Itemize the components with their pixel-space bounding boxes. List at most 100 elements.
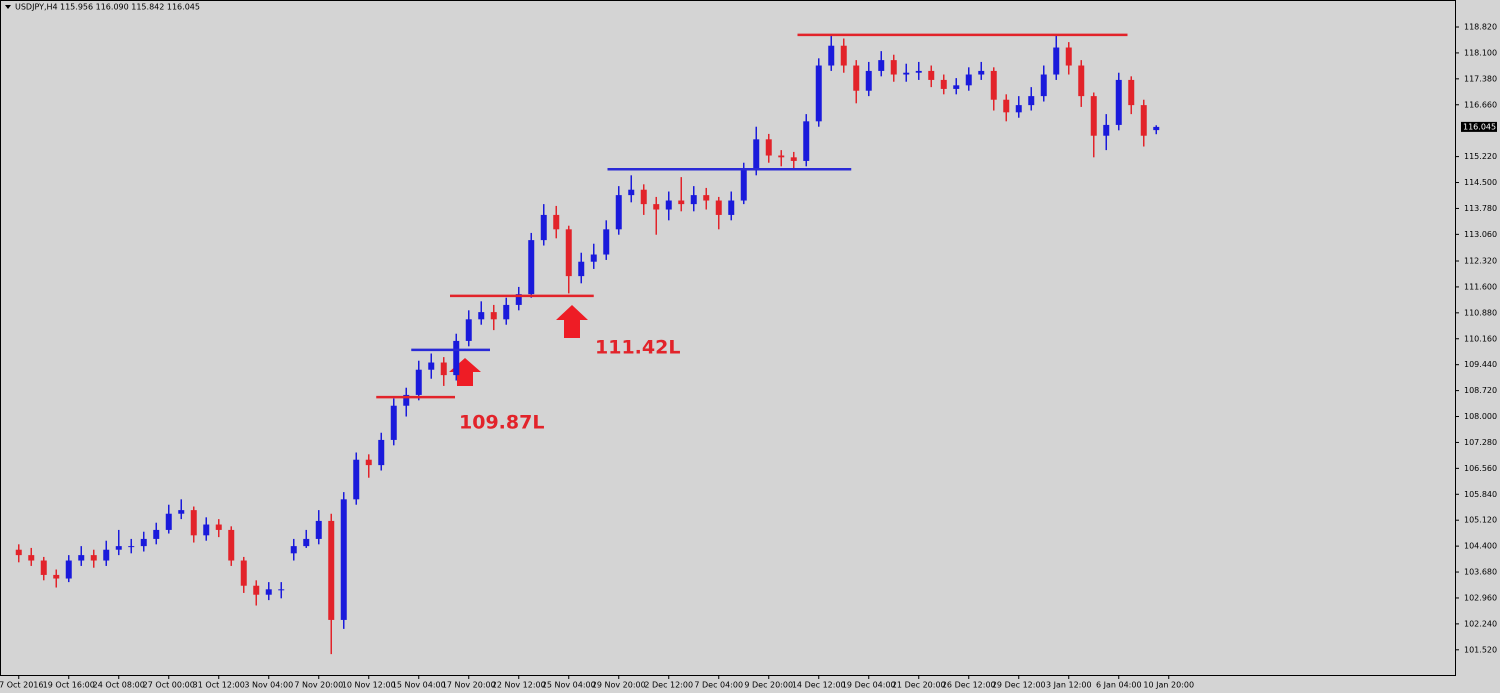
candle-body	[428, 362, 435, 370]
candle-body	[328, 520, 335, 620]
candle-body	[790, 157, 797, 161]
candle-body	[815, 65, 822, 122]
y-tick-label: 102.960	[1464, 593, 1497, 602]
y-tick-label: 114.500	[1464, 178, 1497, 187]
x-tick-label: 17 Nov 20:00	[442, 681, 496, 690]
y-tick-label: 103.680	[1464, 568, 1497, 577]
candle-body	[940, 79, 947, 89]
candle-body	[378, 439, 385, 466]
candle-body	[190, 510, 197, 536]
y-tick-label: 113.780	[1464, 204, 1497, 213]
y-tick-label: 102.240	[1464, 619, 1497, 628]
candle-body	[840, 45, 847, 66]
candle-body	[628, 189, 635, 196]
x-tick-label: 15 Nov 04:00	[392, 681, 446, 690]
y-tick-label: 106.560	[1464, 464, 1497, 473]
candle-body	[828, 45, 835, 66]
candle-body	[1128, 79, 1135, 106]
candle-body	[128, 546, 135, 548]
candle-body	[178, 510, 185, 514]
candle-body	[215, 524, 222, 530]
y-tick-label: 101.520	[1464, 645, 1497, 654]
x-tick-label: 17 Oct 2016	[0, 681, 43, 690]
x-tick-label: 31 Oct 12:00	[193, 681, 245, 690]
x-tick-label: 2 Dec 12:00	[644, 681, 693, 690]
y-tick-label: 108.000	[1464, 412, 1497, 421]
candle-body	[778, 155, 785, 158]
chart-title: USDJPY,H4	[15, 3, 58, 12]
candle-body	[440, 362, 447, 376]
y-tick-label: 105.120	[1464, 516, 1497, 525]
x-tick-label: 14 Dec 12:00	[792, 681, 846, 690]
candle-body	[1015, 105, 1022, 113]
x-tick-label: 6 Jan 04:00	[1096, 681, 1142, 690]
candle-body	[578, 261, 585, 277]
candle-body	[15, 549, 22, 556]
candle-body	[853, 65, 860, 91]
candle-body	[1053, 47, 1060, 75]
candle-body	[715, 200, 722, 215]
y-tick-label: 117.380	[1464, 74, 1497, 83]
candle-body	[115, 546, 122, 550]
candle-body	[665, 200, 672, 210]
x-tick-label: 21 Dec 20:00	[892, 681, 946, 690]
candle-body	[253, 585, 260, 595]
x-tick-label: 7 Dec 04:00	[694, 681, 743, 690]
candle-body	[915, 70, 922, 73]
candle-body	[590, 254, 597, 262]
candle-body	[528, 240, 535, 295]
candle-body	[765, 139, 772, 156]
last-price-label: 116.045	[1463, 122, 1496, 131]
plot-frame	[0, 0, 1456, 676]
candle-body	[1140, 105, 1147, 136]
y-tick-label: 112.320	[1464, 257, 1497, 266]
candle-body	[1003, 99, 1010, 113]
candle-body	[153, 529, 160, 539]
y-tick-label: 107.280	[1464, 438, 1497, 447]
annotation: 109.87L	[459, 412, 544, 434]
x-tick-label: 9 Dec 20:00	[744, 681, 793, 690]
y-tick-label: 116.660	[1464, 100, 1497, 109]
x-tick-label: 3 Nov 04:00	[244, 681, 293, 690]
menu-icon	[5, 5, 11, 9]
candle-body	[753, 139, 760, 170]
x-tick-label: 29 Dec 12:00	[992, 681, 1046, 690]
candle-body	[1115, 79, 1122, 125]
candle-body	[553, 214, 560, 230]
candle-body	[303, 538, 310, 547]
candle-body	[653, 204, 660, 210]
candle-body	[353, 459, 360, 500]
candle-body	[28, 555, 35, 561]
candle-body	[1065, 47, 1072, 66]
x-tick-label: 10 Nov 12:00	[342, 681, 396, 690]
candle-body	[453, 340, 460, 376]
candle-body	[540, 214, 547, 241]
candle-body	[315, 520, 322, 539]
candle-body	[65, 560, 72, 579]
candle-body	[265, 589, 272, 595]
candle-body	[978, 70, 985, 75]
candle-body	[603, 229, 610, 255]
candle-body	[278, 589, 285, 591]
y-tick-label: 105.840	[1464, 490, 1497, 499]
candle-body	[228, 529, 235, 561]
candle-body	[1090, 96, 1097, 136]
candle-body	[678, 200, 685, 205]
candle-body	[403, 394, 410, 406]
candle-body	[290, 546, 297, 554]
y-tick-label: 113.060	[1464, 230, 1497, 239]
candle-body	[615, 195, 622, 230]
x-tick-label: 22 Nov 12:00	[492, 681, 546, 690]
candle-body	[340, 499, 347, 620]
x-tick-label: 3 Jan 12:00	[1046, 681, 1092, 690]
candle-body	[878, 60, 885, 71]
candle-body	[515, 294, 522, 305]
x-tick-label: 27 Oct 00:00	[143, 681, 195, 690]
candle-body	[140, 538, 147, 547]
candle-body	[640, 189, 647, 205]
y-tick-label: 104.400	[1464, 542, 1497, 551]
candle-body	[478, 312, 485, 320]
candle-body	[990, 70, 997, 100]
y-tick-label: 118.820	[1464, 23, 1497, 32]
